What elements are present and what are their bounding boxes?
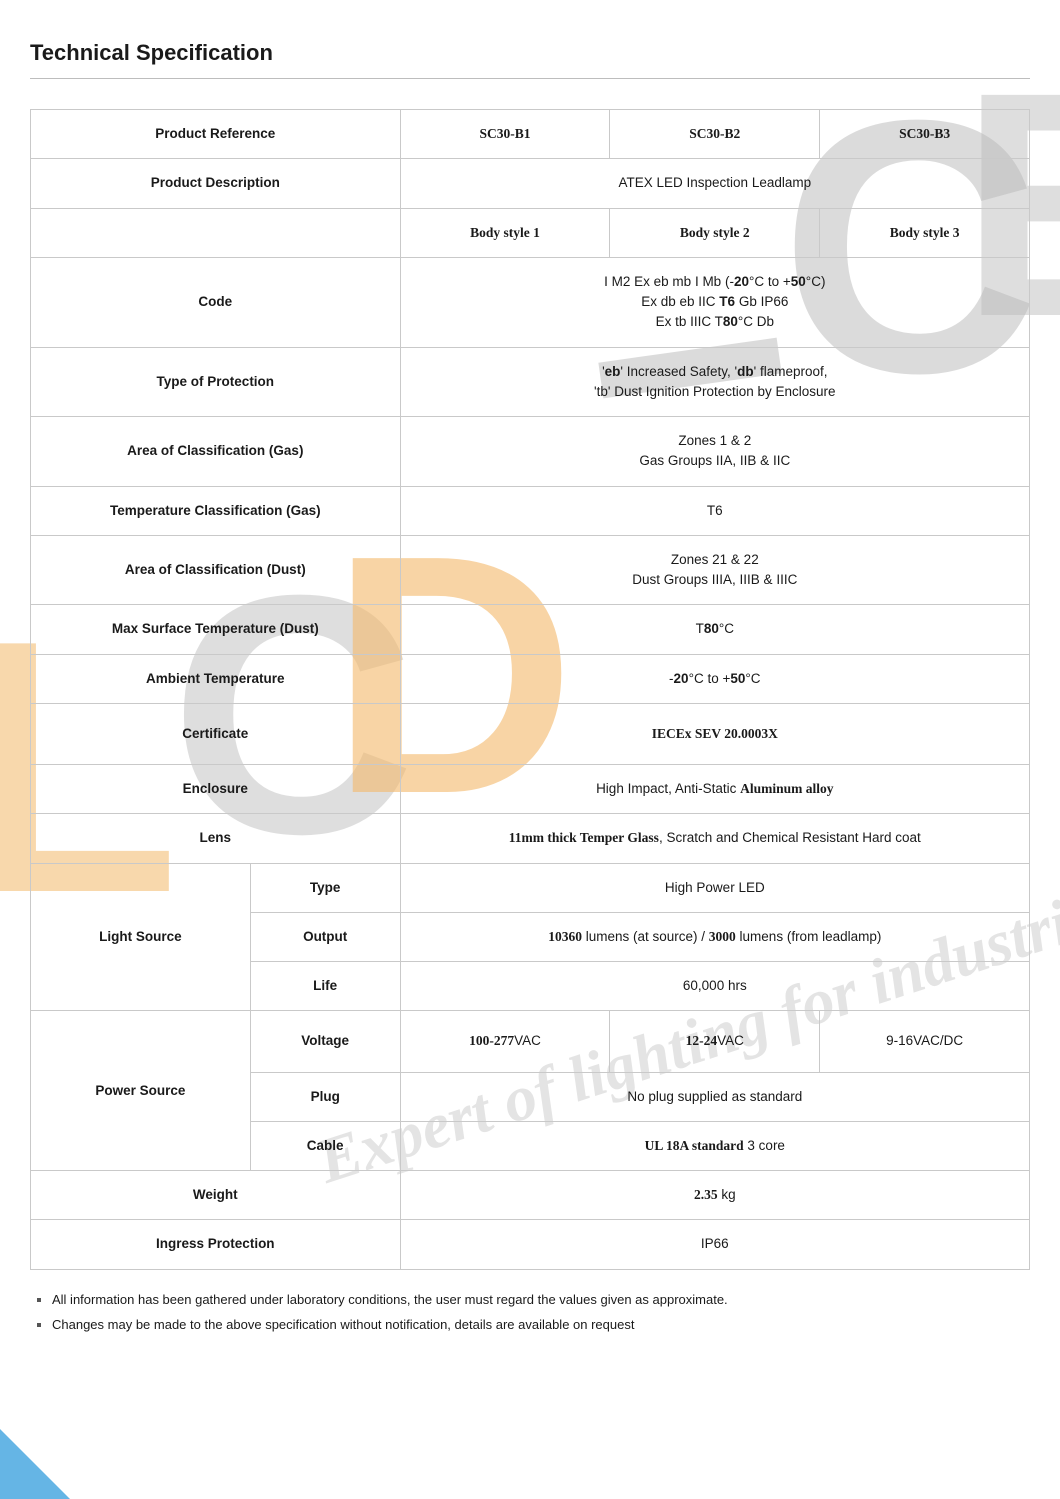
label-light-output: Output (250, 912, 400, 961)
label-product-description: Product Description (31, 159, 401, 208)
label-light-life: Life (250, 962, 400, 1011)
label-ingress: Ingress Protection (31, 1220, 401, 1269)
label-enclosure: Enclosure (31, 765, 401, 814)
footnotes: All information has been gathered under … (30, 1292, 1030, 1332)
row-area-gas: Area of Classification (Gas) Zones 1 & 2… (31, 417, 1030, 487)
cell-body-style-1: Body style 1 (400, 208, 610, 257)
label-weight: Weight (31, 1171, 401, 1220)
row-max-surface-dust: Max Surface Temperature (Dust) T80°C (31, 605, 1030, 654)
label-light-source: Light Source (31, 863, 251, 1011)
cell-light-life: 60,000 hrs (400, 962, 1029, 1011)
cell-temp-gas: T6 (400, 486, 1029, 535)
spec-table: Product Reference SC30-B1 SC30-B2 SC30-B… (30, 109, 1030, 1270)
cell-enclosure: High Impact, Anti-Static Aluminum alloy (400, 765, 1029, 814)
cell-sc30-b3: SC30-B3 (820, 110, 1030, 159)
row-certificate: Certificate IECEx SEV 20.0003X (31, 703, 1030, 764)
cell-voltage-1: 100-277VAC (400, 1011, 610, 1072)
label-area-gas: Area of Classification (Gas) (31, 417, 401, 487)
cell-sc30-b1: SC30-B1 (400, 110, 610, 159)
row-enclosure: Enclosure High Impact, Anti-Static Alumi… (31, 765, 1030, 814)
row-ambient: Ambient Temperature -20°C to +50°C (31, 654, 1030, 703)
cell-body-style-2: Body style 2 (610, 208, 820, 257)
cell-max-surface-dust: T80°C (400, 605, 1029, 654)
label-lens: Lens (31, 814, 401, 863)
footnote-2: Changes may be made to the above specifi… (52, 1317, 1030, 1332)
row-light-type: Light Source Type High Power LED (31, 863, 1030, 912)
label-plug: Plug (250, 1072, 400, 1121)
label-temp-gas: Temperature Classification (Gas) (31, 486, 401, 535)
cell-weight: 2.35 kg (400, 1171, 1029, 1220)
label-product-reference: Product Reference (31, 110, 401, 159)
page-title: Technical Specification (30, 40, 1030, 66)
corner-triangle (0, 1429, 70, 1499)
label-power-source: Power Source (31, 1011, 251, 1171)
cell-voltage-2: 12-24VAC (610, 1011, 820, 1072)
row-power-voltage: Power Source Voltage 100-277VAC 12-24VAC… (31, 1011, 1030, 1072)
cell-ingress: IP66 (400, 1220, 1029, 1269)
label-voltage: Voltage (250, 1011, 400, 1072)
cell-plug: No plug supplied as standard (400, 1072, 1029, 1121)
footnote-1: All information has been gathered under … (52, 1292, 1030, 1307)
row-weight: Weight 2.35 kg (31, 1171, 1030, 1220)
label-type-of-protection: Type of Protection (31, 347, 401, 417)
cell-certificate: IECEx SEV 20.0003X (400, 703, 1029, 764)
cell-type-of-protection: 'eb' Increased Safety, 'db' flameproof, … (400, 347, 1029, 417)
label-light-type: Type (250, 863, 400, 912)
cell-light-type: High Power LED (400, 863, 1029, 912)
label-cable: Cable (250, 1121, 400, 1170)
title-divider (30, 78, 1030, 79)
row-product-reference: Product Reference SC30-B1 SC30-B2 SC30-B… (31, 110, 1030, 159)
label-area-dust: Area of Classification (Dust) (31, 535, 401, 605)
row-temp-gas: Temperature Classification (Gas) T6 (31, 486, 1030, 535)
cell-area-dust: Zones 21 & 22Dust Groups IIIA, IIIB & II… (400, 535, 1029, 605)
cell-ambient: -20°C to +50°C (400, 654, 1029, 703)
cell-voltage-3: 9-16VAC/DC (820, 1011, 1030, 1072)
label-certificate: Certificate (31, 703, 401, 764)
row-ingress: Ingress Protection IP66 (31, 1220, 1030, 1269)
cell-area-gas: Zones 1 & 2Gas Groups IIA, IIB & IIC (400, 417, 1029, 487)
label-code: Code (31, 257, 401, 347)
row-code: Code I M2 Ex eb mb I Mb (-20°C to +50°C)… (31, 257, 1030, 347)
label-body-style-blank (31, 208, 401, 257)
cell-light-output: 10360 lumens (at source) / 3000 lumens (… (400, 912, 1029, 961)
cell-code: I M2 Ex eb mb I Mb (-20°C to +50°C) Ex d… (400, 257, 1029, 347)
cell-cable: UL 18A standard 3 core (400, 1121, 1029, 1170)
label-ambient: Ambient Temperature (31, 654, 401, 703)
cell-lens: 11mm thick Temper Glass, Scratch and Che… (400, 814, 1029, 863)
row-product-description: Product Description ATEX LED Inspection … (31, 159, 1030, 208)
row-body-styles: Body style 1 Body style 2 Body style 3 (31, 208, 1030, 257)
row-type-of-protection: Type of Protection 'eb' Increased Safety… (31, 347, 1030, 417)
row-lens: Lens 11mm thick Temper Glass, Scratch an… (31, 814, 1030, 863)
cell-sc30-b2: SC30-B2 (610, 110, 820, 159)
cell-body-style-3: Body style 3 (820, 208, 1030, 257)
cell-product-description: ATEX LED Inspection Leadlamp (400, 159, 1029, 208)
row-area-dust: Area of Classification (Dust) Zones 21 &… (31, 535, 1030, 605)
label-max-surface-dust: Max Surface Temperature (Dust) (31, 605, 401, 654)
